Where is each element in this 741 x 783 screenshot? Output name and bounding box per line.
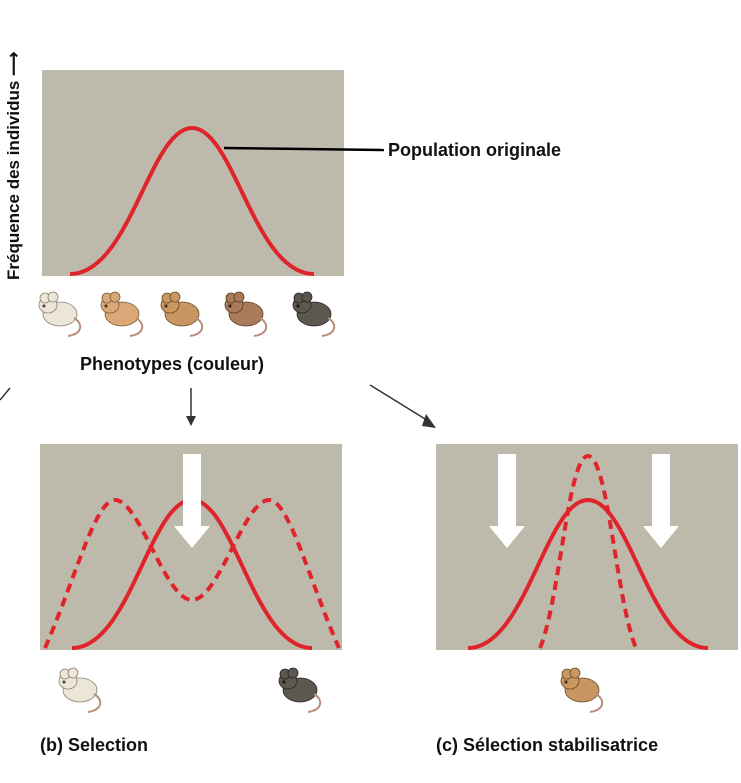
arrow-to-panel-c [369, 384, 436, 428]
arrow-to-panel-b [186, 388, 196, 426]
panel-b-caption: (b) Selection [40, 735, 149, 755]
mouse-brown-icon [224, 291, 268, 337]
panel-c-caption: (c) Sélection stabilisatrice [436, 735, 659, 755]
phenotype-axis-label: Phenotypes (couleur) [80, 354, 265, 374]
mouse-white-icon [38, 291, 82, 337]
panel-c-solid-curve [467, 497, 709, 650]
panel-c-dashed-curve [538, 453, 638, 649]
mouse-light-tan-icon [100, 291, 144, 337]
mouse-tan-icon [160, 291, 204, 337]
mouse-dark-icon [292, 291, 336, 337]
label-pointer-line [223, 146, 385, 152]
panel-b-dashed-curve [43, 497, 341, 649]
original-population-label: Population originale [388, 140, 562, 160]
original-curve [69, 125, 315, 276]
panel-c-left-arrow [489, 454, 525, 548]
panel-c [436, 444, 738, 650]
arrow-to-left [0, 387, 11, 401]
panel-c-mouse-tan-icon [560, 667, 604, 713]
panel-b-mouse-white-icon [58, 667, 102, 713]
panel-c-right-arrow [643, 454, 679, 548]
panel-b-mouse-dark-icon [278, 667, 322, 713]
panel-b-selection-arrow [174, 454, 210, 548]
original-population-panel [42, 70, 344, 276]
